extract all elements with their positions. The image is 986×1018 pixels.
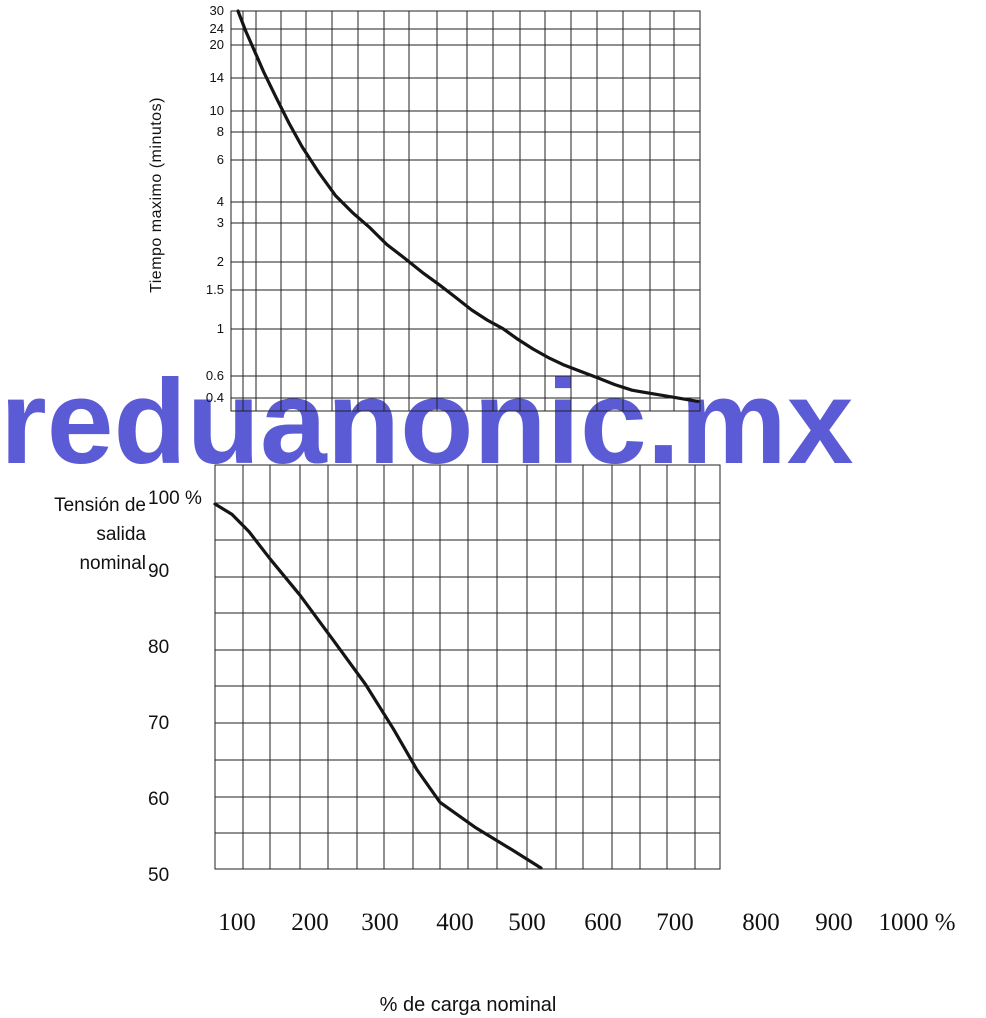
x-tick-label: 1000 % [878, 909, 955, 936]
y-tick-label: 20 [210, 37, 224, 52]
x-tick-label: 800 [742, 909, 780, 936]
y-tick-label: 4 [217, 194, 224, 209]
voltage-curve [213, 502, 543, 870]
y-tick-label: 70 [148, 713, 169, 734]
y-tick-label: 2 [217, 254, 224, 269]
y-tick-label: 0.4 [206, 390, 224, 405]
y-tick-label: 6 [217, 152, 224, 167]
x-tick-label: 400 [436, 909, 474, 936]
y-tick-label: 14 [210, 70, 224, 85]
time-chart-y-axis-label: Tiempo maximo (minutos) [148, 97, 165, 293]
voltage-chart-y-ticks: 100 % 90 80 70 60 50 [148, 488, 202, 886]
x-tick-label: 100 [218, 909, 256, 936]
x-tick-label: 600 [584, 909, 622, 936]
y-tick-label: 0.6 [206, 368, 224, 383]
y-axis-label-line: nominal [79, 553, 146, 574]
y-tick-label: 100 % [148, 488, 202, 509]
y-tick-label: 1.5 [206, 282, 224, 297]
voltage-chart-grid [215, 465, 720, 869]
y-tick-label: 30 [210, 3, 224, 18]
x-tick-label: 900 [815, 909, 853, 936]
y-tick-label: 50 [148, 865, 169, 886]
y-axis-label-line: salida [96, 524, 146, 545]
y-tick-label: 80 [148, 637, 169, 658]
x-tick-label: 200 [291, 909, 329, 936]
y-tick-label: 24 [210, 21, 224, 36]
voltage-chart-x-ticks: 100 200 300 400 500 600 700 800 900 1000 % [218, 909, 955, 936]
time-chart-frame [230, 10, 701, 412]
time-curve [236, 9, 700, 403]
voltage-chart-x-axis-label: % de carga nominal [380, 994, 557, 1016]
y-tick-label: 10 [210, 103, 224, 118]
y-tick-label: 90 [148, 561, 169, 582]
voltage-chart-frame [214, 464, 721, 870]
y-tick-label: 60 [148, 789, 169, 810]
y-tick-label: 1 [217, 321, 224, 336]
y-axis-label-line: Tensión de [54, 495, 146, 516]
y-tick-label: 3 [217, 215, 224, 230]
x-tick-label: 700 [656, 909, 694, 936]
watermark: reduanonic.mx [0, 355, 854, 489]
x-tick-label: 300 [361, 909, 399, 936]
x-tick-label: 500 [508, 909, 546, 936]
voltage-chart-y-axis-label: Tensión de salida nominal [54, 495, 146, 574]
time-chart-grid [231, 11, 700, 411]
y-tick-label: 8 [217, 124, 224, 139]
